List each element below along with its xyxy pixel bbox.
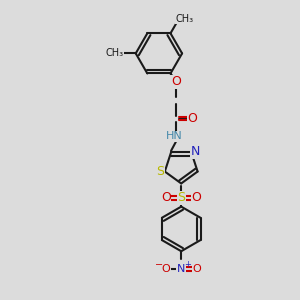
Text: S: S [177, 191, 185, 204]
Text: O: O [161, 191, 171, 204]
Text: N: N [191, 145, 200, 158]
Text: N: N [177, 264, 185, 274]
Text: CH₃: CH₃ [106, 48, 124, 59]
Text: CH₃: CH₃ [176, 14, 194, 24]
Text: O: O [187, 112, 197, 125]
Text: O: O [161, 264, 170, 274]
Text: O: O [192, 191, 202, 204]
Text: HN: HN [166, 131, 183, 142]
Text: O: O [171, 75, 181, 88]
Text: S: S [156, 165, 164, 178]
Text: +: + [184, 260, 191, 269]
Text: −: − [155, 260, 163, 271]
Text: O: O [192, 264, 201, 274]
